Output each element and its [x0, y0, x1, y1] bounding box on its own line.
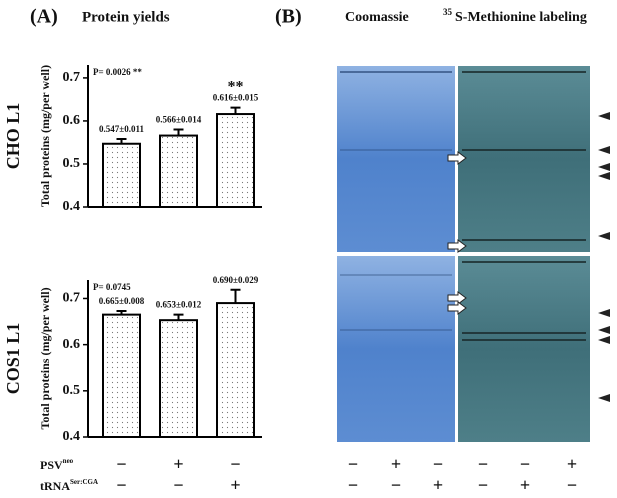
treatment-label: tRNASer:CGA	[40, 478, 98, 493]
value-label: 0.665±0.008	[99, 296, 145, 306]
annotation: **	[228, 78, 244, 95]
treatment-sign: +	[173, 454, 183, 474]
value-label: 0.653±0.012	[156, 300, 202, 310]
panel-letter: (B)	[275, 6, 302, 28]
treatment-name: tRNA	[40, 479, 70, 493]
superscript: 35	[443, 7, 453, 17]
y-tick-label: 0.6	[63, 113, 81, 128]
bar	[102, 142, 141, 208]
error-bar	[173, 128, 184, 136]
bar	[159, 134, 198, 209]
panel-letter: (A)	[30, 6, 58, 28]
y-tick-label: 0.4	[63, 429, 81, 444]
panel-title: Protein yields	[82, 9, 170, 25]
treatment-sign: −	[348, 454, 358, 474]
error-bar	[116, 309, 127, 315]
row-label: CHO L1	[3, 103, 23, 170]
bar	[159, 319, 198, 438]
y-tick-label: 0.7	[63, 291, 81, 306]
y-tick-label: 0.4	[63, 199, 81, 214]
error-bar	[230, 106, 241, 115]
treatment-sign: −	[520, 454, 530, 474]
treatment-sign: −	[230, 454, 240, 474]
treatment-sign: −	[567, 475, 577, 495]
treatment-sign: −	[391, 475, 401, 495]
treatment-sup: Ser:CGA	[70, 478, 98, 486]
y-axis-label: Total proteins (mg/per well)	[38, 287, 52, 429]
treatment-sign: +	[391, 454, 401, 474]
treatment-sup: neo	[63, 457, 74, 465]
panel-title: Coomassie	[345, 10, 409, 25]
value-label: 0.616±0.015	[213, 93, 259, 103]
value-label: 0.690±0.029	[213, 275, 259, 285]
row-label: COS1 L1	[3, 323, 23, 395]
treatment-label: PSVneo	[40, 457, 74, 472]
treatment-sign: +	[520, 475, 530, 495]
treatment-sign: +	[433, 475, 443, 495]
y-tick-label: 0.6	[63, 337, 81, 352]
bar	[216, 113, 255, 208]
bar	[102, 313, 141, 438]
error-bar	[116, 138, 127, 144]
y-tick-label: 0.5	[63, 156, 81, 171]
treatment-sign: −	[478, 454, 488, 474]
value-label: 0.566±0.014	[156, 115, 202, 125]
treatment-sign: −	[116, 454, 126, 474]
error-bar	[230, 288, 241, 304]
y-tick-label: 0.7	[63, 70, 81, 85]
treatment-sign: −	[478, 475, 488, 495]
treatment-sign: −	[116, 475, 126, 495]
treatment-name: PSV	[40, 458, 63, 472]
y-axis-label: Total proteins (mg/per well)	[38, 65, 52, 207]
treatment-sign: +	[567, 454, 577, 474]
gel-images	[337, 66, 610, 442]
panel-title: S-Methionine labeling	[455, 10, 587, 25]
error-bar	[173, 313, 184, 321]
treatment-sign: +	[230, 475, 240, 495]
treatment-sign: −	[348, 475, 358, 495]
treatment-sign: −	[433, 454, 443, 474]
y-tick-label: 0.5	[63, 383, 81, 398]
treatment-sign: −	[173, 475, 183, 495]
annotation: P= 0.0745	[93, 282, 131, 292]
annotation: P= 0.0026 **	[93, 67, 142, 77]
value-label: 0.547±0.011	[99, 124, 144, 134]
bar	[216, 302, 255, 438]
